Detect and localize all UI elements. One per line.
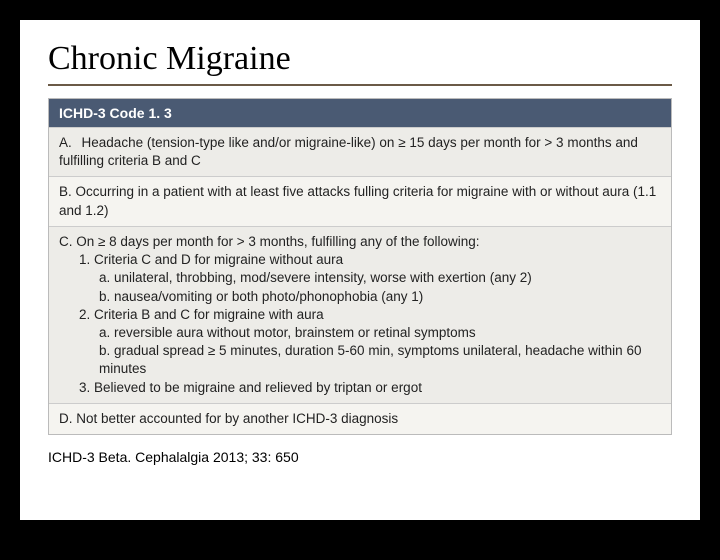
row-c-item2: 2. Criteria B and C for migraine with au… [59,306,661,324]
row-c-item1a: a. unilateral, throbbing, mod/severe int… [59,269,661,287]
row-c-item2a: a. reversible aura without motor, brains… [59,324,661,342]
criteria-row-b: B. Occurring in a patient with at least … [49,176,671,225]
slide-container: Chronic Migraine ICHD-3 Code 1. 3 A. Hea… [20,20,700,520]
row-c-item3: 3. Believed to be migraine and relieved … [59,379,661,397]
criteria-row-d: D. Not better accounted for by another I… [49,403,671,434]
criteria-table: ICHD-3 Code 1. 3 A. Headache (tension-ty… [48,98,672,435]
row-b-text: B. Occurring in a patient with at least … [59,184,656,217]
slide-title: Chronic Migraine [48,40,672,86]
citation-text: ICHD-3 Beta. Cephalalgia 2013; 33: 650 [48,449,672,465]
row-c-item1: 1. Criteria C and D for migraine without… [59,251,661,269]
row-d-text: D. Not better accounted for by another I… [59,411,398,426]
row-c-item1b: b. nausea/vomiting or both photo/phonoph… [59,288,661,306]
row-c-line1: C. On ≥ 8 days per month for > 3 months,… [59,233,661,251]
row-a-prefix: A. [59,135,72,150]
row-c-item2b: b. gradual spread ≥ 5 minutes, duration … [59,342,661,378]
table-header: ICHD-3 Code 1. 3 [49,99,671,127]
row-a-text: Headache (tension-type like and/or migra… [59,135,638,168]
criteria-row-a: A. Headache (tension-type like and/or mi… [49,127,671,176]
criteria-row-c: C. On ≥ 8 days per month for > 3 months,… [49,226,671,403]
